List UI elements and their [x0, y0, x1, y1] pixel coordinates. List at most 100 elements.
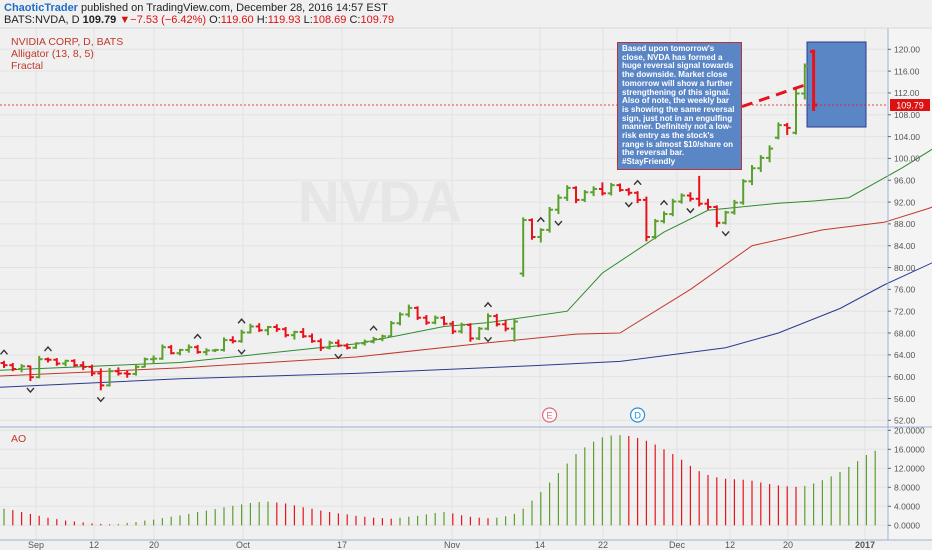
- ohlc-bar: [537, 228, 545, 243]
- legend-fractal[interactable]: Fractal: [11, 60, 44, 72]
- quote-header: BATS:NVDA, D 109.79 ▼−7.53 (−6.42%) O:11…: [4, 14, 394, 26]
- ohlc-bar: [378, 334, 386, 342]
- change-arrow-icon: ▼: [119, 14, 131, 26]
- ohlc-bar: [123, 370, 131, 378]
- high-label: H:: [256, 14, 268, 26]
- ohlc-bar: [493, 313, 501, 327]
- fractal-up-marker: [483, 301, 493, 308]
- ohlc-bar: [458, 322, 466, 334]
- ohlc-bar: [62, 359, 70, 367]
- symbol-text: BATS:NVDA, D: [4, 14, 80, 26]
- ohlc-bar: [607, 182, 615, 196]
- ohlc-bar: [572, 186, 580, 204]
- annotation-note[interactable]: Based upon tomorrow's close, NVDA has fo…: [617, 42, 742, 170]
- ohlc-bar: [581, 190, 589, 203]
- ohlc-bar: [238, 329, 246, 343]
- ohlc-bar: [26, 365, 34, 382]
- price-axis-label: 84.00: [894, 241, 916, 251]
- ohlc-bar: [229, 336, 237, 344]
- price-axis-label: 52.00: [894, 416, 916, 426]
- ohlc-bar: [431, 315, 439, 325]
- low-label: L:: [303, 14, 313, 26]
- ohlc-bar: [757, 155, 765, 173]
- fractal-down-marker: [554, 220, 563, 227]
- fractal-up-marker: [43, 346, 53, 352]
- price-axis-label: 92.00: [894, 197, 916, 207]
- alligator-lips-line: [0, 148, 932, 371]
- ohlc-bar: [202, 348, 210, 356]
- price-axis-label: 72.00: [894, 306, 916, 316]
- ohlc-bar: [282, 327, 290, 338]
- ohlc-bar: [88, 364, 96, 377]
- ao-axis-label: 8.0000: [894, 483, 920, 493]
- event-label: E: [546, 411, 552, 422]
- high-value: 119.93: [267, 14, 301, 26]
- ao-axis-label: 4.0000: [894, 502, 920, 512]
- fractal-down-marker: [624, 202, 633, 208]
- ohlc-bar: [97, 368, 105, 391]
- ohlc-bar: [405, 304, 413, 318]
- ohlc-bar: [114, 367, 122, 376]
- fractal-down-marker: [483, 336, 493, 343]
- ohlc-bar: [141, 357, 149, 368]
- price-axis-area: [888, 28, 932, 540]
- ohlc-bar: [44, 357, 52, 363]
- fractal-up-marker: [0, 349, 9, 355]
- ohlc-bar: [414, 306, 422, 320]
- ao-axis-label: 16.0000: [894, 445, 925, 455]
- ohlc-bar: [484, 313, 492, 331]
- ohlc-bar: [792, 89, 800, 135]
- event-marker-d: [629, 407, 646, 423]
- ohlc-bar: [642, 196, 650, 242]
- alligator-teeth-line: [0, 206, 932, 377]
- fractal-up-marker: [659, 199, 669, 206]
- ohlc-bar: [774, 122, 782, 140]
- last-price-tag: [890, 99, 930, 112]
- ohlc-bar: [370, 336, 378, 344]
- ohlc-bar: [598, 182, 606, 196]
- ohlc-bar: [528, 218, 536, 240]
- author-link[interactable]: ChaoticTrader: [4, 2, 78, 14]
- low-value: 108.69: [312, 14, 347, 26]
- ohlc-bar: [334, 339, 342, 348]
- annotation-dashed-line: [741, 83, 805, 109]
- ohlc-bar: [730, 199, 738, 215]
- ohlc-bar: [766, 145, 774, 163]
- price-axis-label: 112.00: [894, 88, 920, 98]
- ohlc-bar: [669, 198, 677, 217]
- ohlc-bar: [132, 364, 140, 376]
- ohlc-bar: [519, 217, 527, 277]
- time-axis-label: 14: [535, 540, 545, 550]
- legend-alligator[interactable]: Alligator (13, 8, 5): [11, 48, 94, 60]
- ohlc-bar: [9, 363, 17, 372]
- close-label: C:: [349, 14, 361, 26]
- ohlc-bar: [194, 345, 202, 354]
- fractal-up-marker: [536, 216, 545, 223]
- change-text: −7.53 (−6.42%): [130, 14, 207, 26]
- ohlc-bar: [176, 348, 184, 356]
- ohlc-bar: [625, 187, 633, 196]
- ohlc-bar: [387, 321, 395, 338]
- ohlc-bar: [695, 175, 703, 207]
- fractal-up-marker: [237, 318, 246, 324]
- price-axis-label: 88.00: [894, 219, 916, 229]
- price-axis-label: 64.00: [894, 350, 916, 360]
- ohlc-bar: [299, 328, 307, 338]
- highlight-box: [806, 41, 867, 128]
- open-value: 119.60: [220, 14, 254, 26]
- fractal-down-marker: [686, 208, 695, 214]
- ohlc-bar: [422, 315, 430, 325]
- ohlc-bar: [220, 337, 228, 352]
- ohlc-bar: [167, 345, 175, 355]
- time-axis-label: 2017: [855, 540, 875, 550]
- price-axis-label: 56.00: [894, 394, 916, 404]
- ohlc-bar: [678, 193, 686, 204]
- legend-title: NVIDIA CORP, D, BATS: [11, 36, 124, 48]
- watermark: NVDA: [298, 170, 462, 235]
- price-axis-label: 60.00: [894, 372, 916, 382]
- price-axis-label: 116.00: [894, 66, 920, 76]
- ohlc-bar: [106, 367, 114, 387]
- ohlc-bar: [0, 360, 8, 368]
- price-axis-label: 104.00: [894, 132, 920, 142]
